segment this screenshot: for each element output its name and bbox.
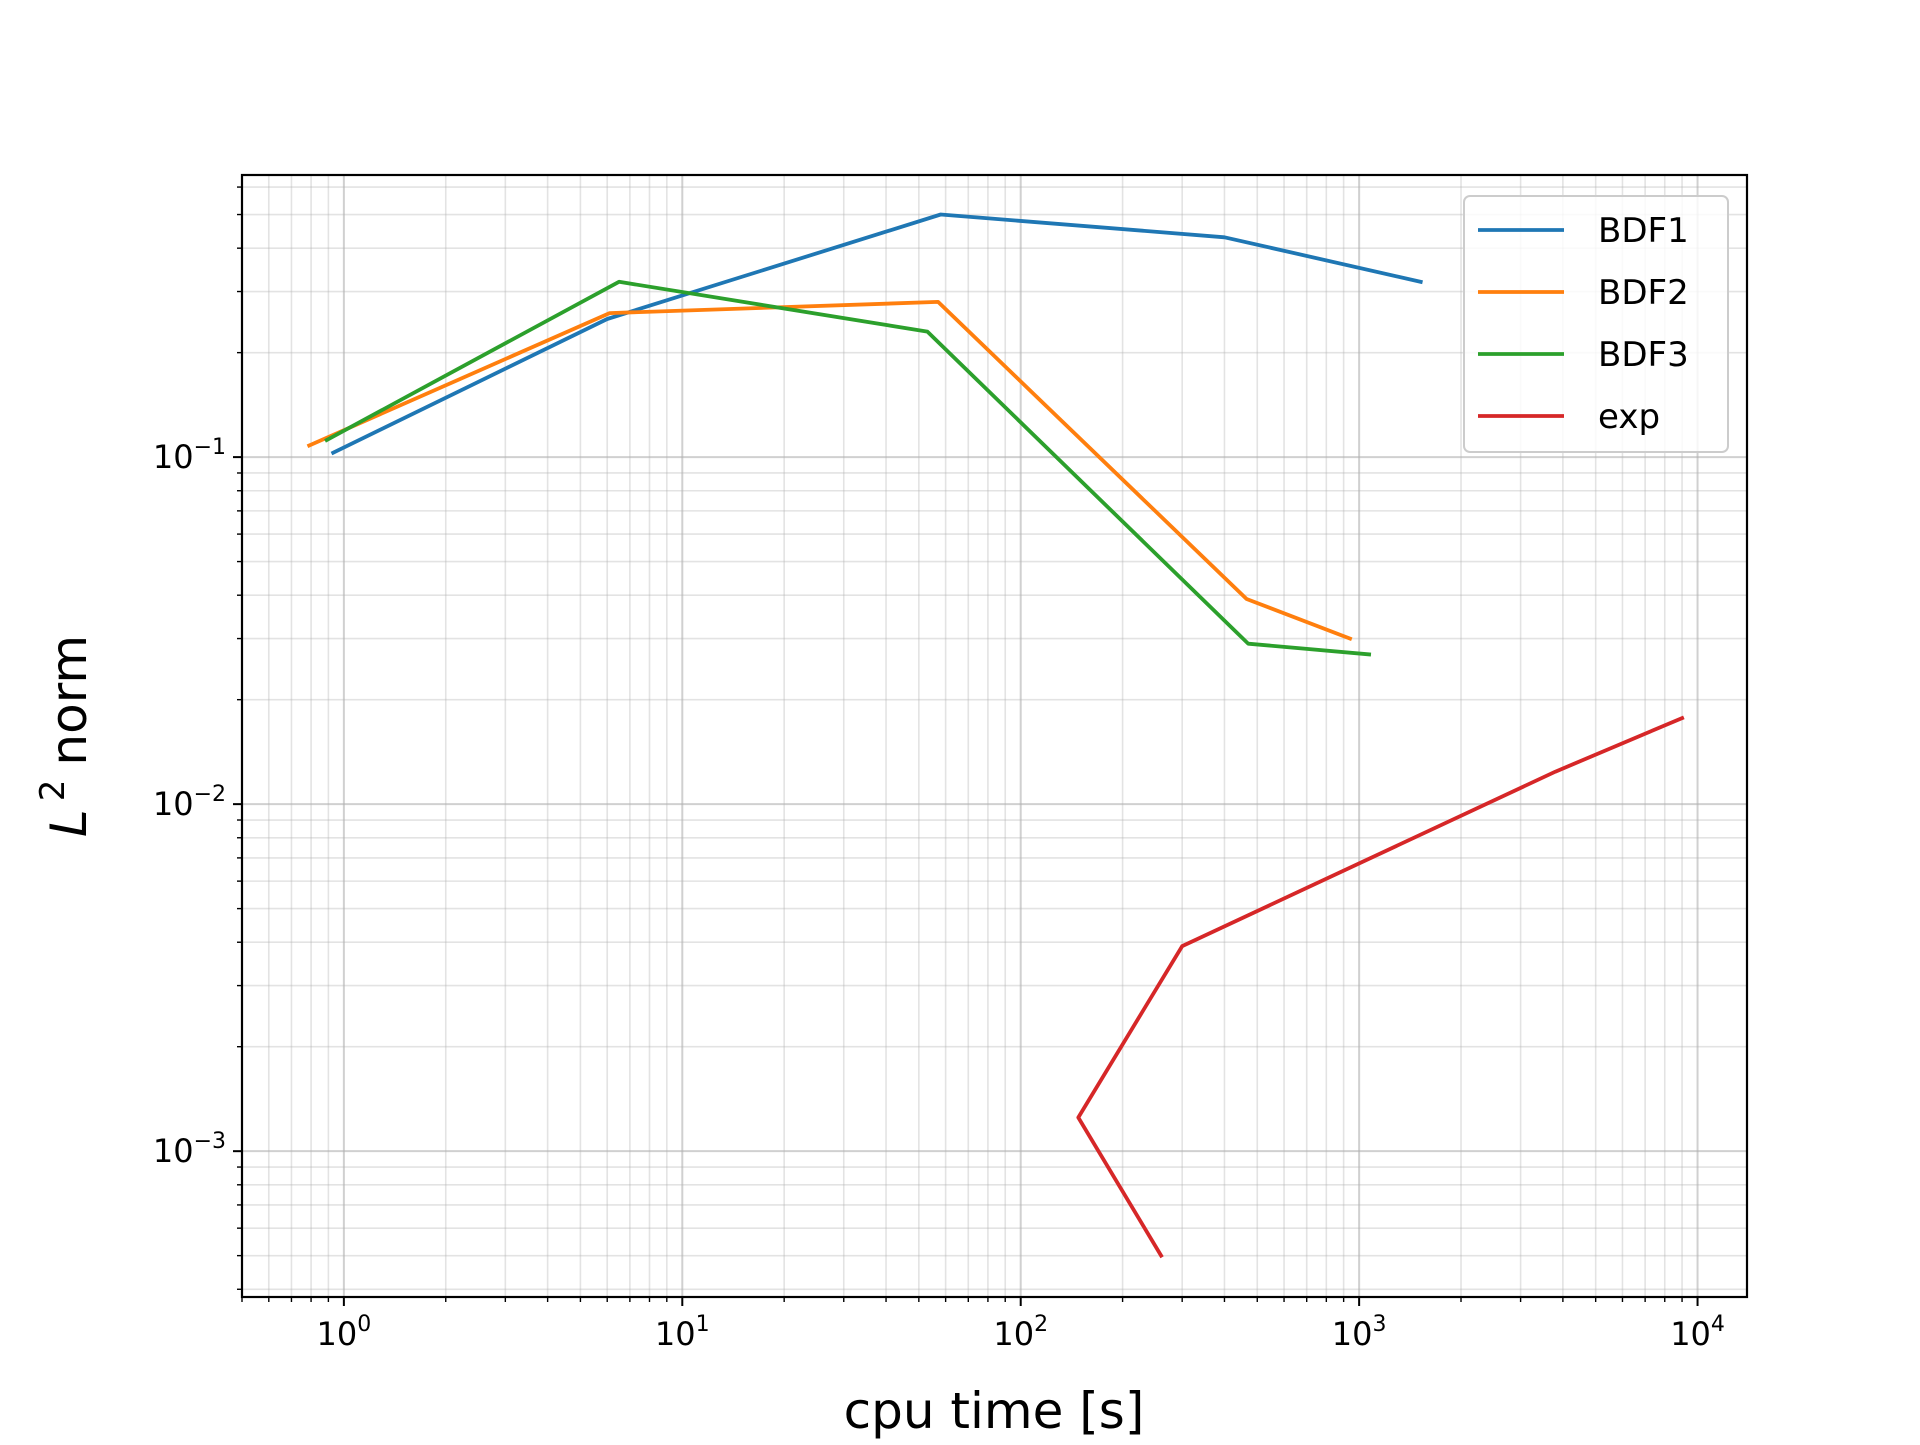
y-tick-label-exp: −3 (194, 1129, 226, 1154)
svg-text:L2norm: L 2 norm (33, 635, 98, 837)
x-tick-label-exp: 1 (696, 1312, 710, 1337)
legend-label-bdf1: BDF1 (1598, 211, 1689, 251)
x-tick-label: 102 (993, 1312, 1048, 1353)
grid-major (242, 175, 1747, 1297)
x-tick-label-base: 10 (655, 1315, 696, 1353)
x-axis-title: cpu time [s] (844, 1382, 1145, 1440)
x-tick-label-base: 10 (317, 1315, 358, 1353)
y-tick-label-base: 10 (153, 785, 194, 823)
legend-label-exp: exp (1598, 397, 1660, 437)
y-tick-label: 10−3 (153, 1129, 226, 1170)
y-axis-title-main: norm (40, 635, 98, 766)
plot-frame (240, 173, 1749, 1299)
y-axis-title-prefix: L (40, 809, 98, 837)
series-line-bdf1 (330, 212, 1423, 456)
y-tick-label-exp: −1 (194, 435, 226, 460)
axis-ticks (233, 186, 1699, 1306)
x-tick-label-base: 10 (1670, 1315, 1711, 1353)
series-layer (306, 212, 1685, 1259)
legend-label-bdf3: BDF3 (1598, 335, 1689, 375)
x-tick-label-exp: 0 (357, 1312, 371, 1337)
legend-items: BDF1 BDF2 BDF3 exp (1478, 211, 1689, 437)
x-tick-label: 103 (1332, 1312, 1387, 1353)
y-tick-label: 10−1 (153, 435, 226, 476)
x-tick-label: 104 (1670, 1312, 1725, 1353)
x-tick-label-exp: 3 (1372, 1312, 1386, 1337)
x-tick-label-base: 10 (993, 1315, 1034, 1353)
y-axis-title-sup: 2 (33, 780, 73, 802)
y-tick-label-base: 10 (153, 438, 194, 476)
x-tick-label-exp: 2 (1034, 1312, 1048, 1337)
legend-label-bdf2: BDF2 (1598, 273, 1689, 313)
series-line-bdf3 (324, 279, 1372, 657)
x-tick-label: 101 (655, 1312, 710, 1353)
legend-box (1463, 195, 1729, 453)
grid-minor (241, 175, 1747, 1297)
x-tick-label-exp: 4 (1711, 1312, 1725, 1337)
series-line-bdf2 (306, 299, 1353, 642)
y-axis-title: L 2 norm (33, 635, 98, 837)
x-tick-label: 100 (317, 1312, 372, 1353)
series-line-exp (1076, 715, 1685, 1259)
legend: BDF1 BDF2 BDF3 exp (1463, 195, 1729, 453)
x-tick-label-base: 10 (1332, 1315, 1373, 1353)
y-tick-label: 10−2 (153, 782, 226, 823)
y-tick-label-base: 10 (153, 1132, 194, 1170)
y-tick-label-exp: −2 (194, 782, 226, 807)
